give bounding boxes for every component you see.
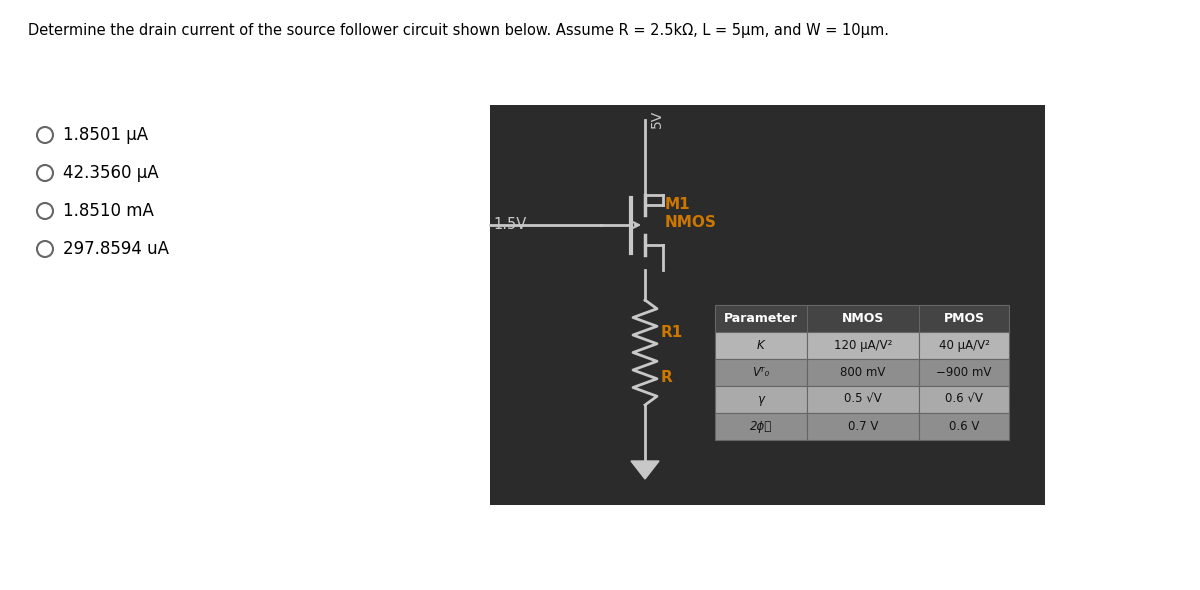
Text: 1.5V: 1.5V xyxy=(493,217,527,232)
Bar xyxy=(919,413,1009,440)
Text: Parameter: Parameter xyxy=(724,312,798,325)
Text: PMOS: PMOS xyxy=(943,312,984,325)
Text: 40 μA/V²: 40 μA/V² xyxy=(938,339,990,352)
Text: 2ϕ₟: 2ϕ₟ xyxy=(750,420,772,433)
Text: 1.8510 mA: 1.8510 mA xyxy=(64,202,154,220)
Text: 800 mV: 800 mV xyxy=(840,366,886,379)
Bar xyxy=(919,386,1009,413)
Bar xyxy=(808,413,919,440)
Text: −900 mV: −900 mV xyxy=(936,366,991,379)
Bar xyxy=(715,386,808,413)
Text: 0.6 √V: 0.6 √V xyxy=(946,393,983,406)
Text: M1: M1 xyxy=(665,197,691,212)
Bar xyxy=(808,386,919,413)
Bar xyxy=(715,413,808,440)
Text: 0.5 √V: 0.5 √V xyxy=(844,393,882,406)
Bar xyxy=(919,359,1009,386)
Text: 120 μA/V²: 120 μA/V² xyxy=(834,339,892,352)
Text: Determine the drain current of the source follower circuit shown below. Assume R: Determine the drain current of the sourc… xyxy=(28,23,889,38)
Text: NMOS: NMOS xyxy=(665,215,716,230)
Text: R1: R1 xyxy=(661,325,683,340)
Text: γ: γ xyxy=(757,393,764,406)
Bar xyxy=(715,305,808,332)
Text: NMOS: NMOS xyxy=(842,312,884,325)
Bar xyxy=(919,305,1009,332)
Text: 5V: 5V xyxy=(650,110,664,128)
Bar xyxy=(808,332,919,359)
Text: 42.3560 μA: 42.3560 μA xyxy=(64,164,158,182)
Bar xyxy=(919,332,1009,359)
Text: Vᵀ₀: Vᵀ₀ xyxy=(752,366,769,379)
Text: 297.8594 uA: 297.8594 uA xyxy=(64,240,169,258)
Text: 0.6 V: 0.6 V xyxy=(949,420,979,433)
Text: 1.8501 μA: 1.8501 μA xyxy=(64,126,148,144)
Bar xyxy=(490,105,1045,505)
Text: K: K xyxy=(757,339,764,352)
Text: 0.7 V: 0.7 V xyxy=(848,420,878,433)
Bar xyxy=(808,359,919,386)
Bar xyxy=(715,332,808,359)
Bar xyxy=(808,305,919,332)
Polygon shape xyxy=(631,461,659,479)
Bar xyxy=(715,359,808,386)
Text: R: R xyxy=(661,370,673,385)
